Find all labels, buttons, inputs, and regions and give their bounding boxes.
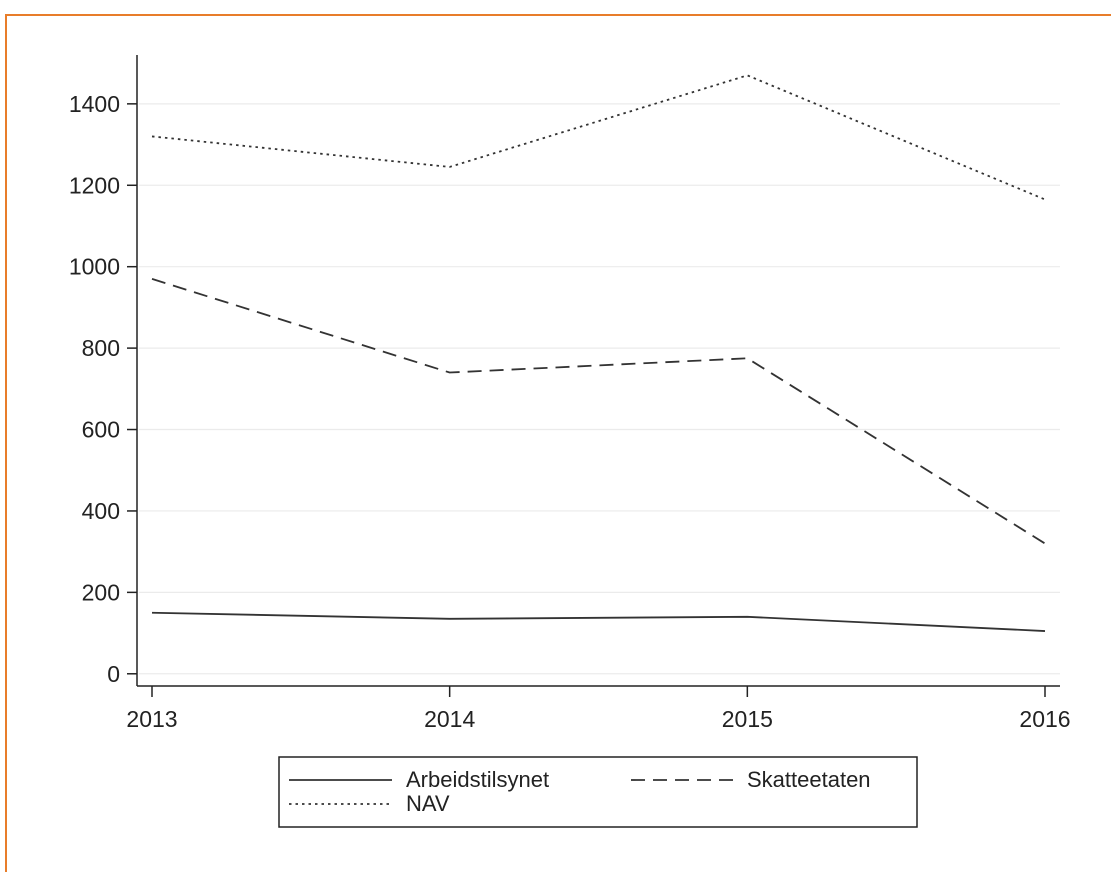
legend-label-arbeidstilsynet: Arbeidstilsynet — [406, 767, 549, 792]
legend-label-skatteetaten: Skatteetaten — [747, 767, 871, 792]
x-tick-label: 2016 — [1019, 706, 1070, 732]
x-tick-label: 2015 — [722, 706, 773, 732]
y-tick-label: 600 — [82, 417, 120, 443]
series-line-skatteetaten — [151, 278, 1046, 545]
series-line-arbeidstilsynet — [151, 611, 1046, 632]
y-tick-label: 0 — [107, 661, 120, 687]
x-axis-ticks: 2013 2014 2015 2016 — [126, 686, 1071, 732]
y-tick-label: 400 — [82, 498, 120, 524]
series-lines — [151, 74, 1046, 632]
x-tick-label: 2013 — [126, 706, 177, 732]
y-tick-label: 1400 — [69, 91, 120, 117]
x-tick-label: 2014 — [424, 706, 475, 732]
y-tick-label: 1200 — [69, 172, 120, 198]
y-axis-ticks: 0 200 400 600 800 1000 1200 1400 — [69, 91, 137, 687]
plot-background — [137, 28, 1087, 686]
chart-frame — [5, 14, 1111, 872]
legend-box — [278, 756, 918, 828]
series-line-nav — [151, 74, 1046, 201]
y-tick-label: 200 — [82, 579, 120, 605]
gridlines — [139, 103, 1060, 675]
legend: Arbeidstilsynet Skatteetaten NAV — [278, 756, 918, 828]
y-tick-label: 1000 — [69, 254, 120, 280]
legend-label-nav: NAV — [406, 791, 450, 816]
y-tick-label: 800 — [82, 335, 120, 361]
